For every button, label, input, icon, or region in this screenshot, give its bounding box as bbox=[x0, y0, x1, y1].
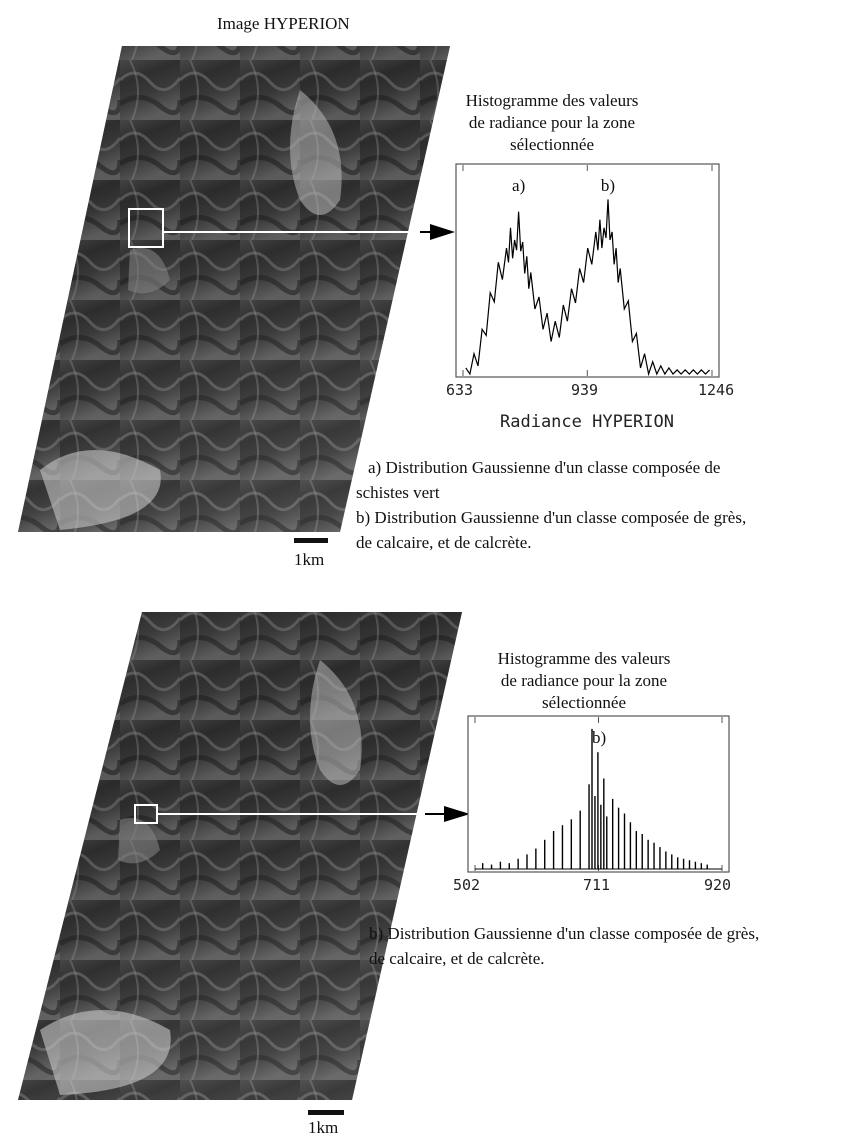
top-legend-line: schistes vert bbox=[356, 483, 440, 502]
bottom-histogram-title-line: de radiance pour la zone bbox=[500, 671, 668, 690]
bottom-histogram-title: Histogramme des valeurs de radiance pour… bbox=[484, 648, 684, 714]
bottom-histogram-chart: b) bbox=[467, 715, 730, 873]
bottom-scale-label: 1km bbox=[308, 1118, 339, 1137]
top-x-tick: 939 bbox=[571, 381, 599, 399]
bottom-x-tick: 502 bbox=[453, 876, 481, 894]
top-histogram-series-line bbox=[465, 199, 711, 377]
top-legend-line: b) Distribution Gaussienne d'un classe c… bbox=[356, 508, 747, 527]
top-image-title: Image HYPERION bbox=[217, 14, 350, 33]
top-x-tick: 1246 bbox=[698, 381, 735, 399]
bottom-legend-line: de calcaire, et de calcrète. bbox=[369, 949, 545, 968]
bottom-histogram-title-line: Histogramme des valeurs bbox=[497, 649, 671, 668]
top-histogram-title: Histogramme des valeurs de radiance pour… bbox=[452, 90, 652, 156]
top-histogram-title-line: de radiance pour la zone bbox=[468, 113, 636, 132]
top-selection-arrow bbox=[420, 224, 455, 240]
bottom-legend: b) Distribution Gaussienne d'un classe c… bbox=[369, 921, 759, 971]
bottom-x-tick: 920 bbox=[704, 876, 732, 894]
top-scale-label: 1km bbox=[294, 550, 325, 569]
top-legend: a) Distribution Gaussienne d'un classe c… bbox=[356, 455, 746, 555]
top-histogram-chart: a) b) bbox=[455, 163, 720, 378]
bottom-legend-line: b) Distribution Gaussienne d'un classe c… bbox=[369, 924, 760, 943]
bottom-selection-arrow bbox=[134, 804, 470, 824]
top-x-axis-label: Radiance HYPERION bbox=[500, 412, 674, 432]
top-histogram-title-line: sélectionnée bbox=[509, 135, 594, 154]
top-legend-line: de calcaire, et de calcrète. bbox=[356, 533, 532, 552]
bottom-histogram-title-line: sélectionnée bbox=[541, 693, 626, 712]
top-x-tick: 633 bbox=[446, 381, 474, 399]
bottom-scale-bar bbox=[308, 1110, 344, 1115]
top-histogram-peak-label: b) bbox=[601, 176, 615, 195]
top-legend-line: a) Distribution Gaussienne d'un classe c… bbox=[368, 458, 721, 477]
top-histogram-peak-label: a) bbox=[512, 176, 525, 195]
top-scale-bar bbox=[294, 538, 328, 543]
top-histogram-title-line: Histogramme des valeurs bbox=[465, 91, 639, 110]
bottom-histogram-peak-label: b) bbox=[592, 728, 606, 747]
bottom-x-tick: 711 bbox=[583, 876, 611, 894]
